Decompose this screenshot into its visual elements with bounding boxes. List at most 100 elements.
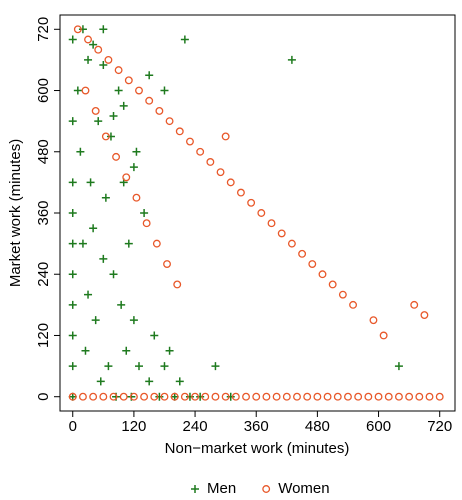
point [303, 392, 312, 401]
point [344, 392, 352, 401]
point [84, 35, 92, 44]
y-tick-label: 600 [35, 78, 52, 103]
point [122, 173, 131, 182]
x-tick-label: 720 [427, 418, 452, 435]
point [211, 362, 220, 371]
point [420, 311, 429, 320]
point [142, 219, 151, 228]
point [323, 392, 332, 401]
point [287, 55, 296, 64]
point [170, 392, 179, 401]
point [231, 392, 240, 401]
y-tick-label: 0 [35, 393, 52, 401]
point [252, 392, 261, 401]
point [394, 392, 403, 401]
y-tick-label: 120 [35, 323, 52, 348]
point [68, 117, 77, 126]
point [89, 224, 98, 233]
y-tick-label: 720 [35, 17, 52, 42]
point [262, 392, 271, 401]
point [89, 40, 98, 49]
point [96, 377, 105, 386]
point [117, 300, 126, 309]
point [185, 392, 194, 401]
point [78, 25, 87, 34]
point [226, 178, 235, 187]
point [68, 178, 77, 187]
point [91, 106, 100, 115]
point [68, 35, 77, 44]
x-tick-label: 120 [121, 418, 146, 435]
x-tick-label: 0 [69, 418, 77, 435]
point [81, 86, 90, 95]
point [180, 35, 189, 44]
legend-label: Women [278, 480, 329, 497]
point [257, 209, 266, 217]
point [140, 209, 149, 217]
point [94, 45, 103, 54]
point [267, 219, 276, 228]
point [104, 362, 113, 371]
legend-marker [262, 485, 271, 493]
point [129, 392, 138, 401]
point [206, 158, 215, 166]
point [191, 392, 200, 401]
point [94, 117, 103, 126]
point [119, 101, 128, 110]
point [333, 392, 342, 401]
point [129, 316, 138, 325]
point [99, 25, 108, 34]
point [89, 392, 98, 401]
point [338, 290, 347, 299]
series [68, 25, 444, 401]
point [221, 392, 230, 401]
point [374, 392, 383, 401]
point [101, 193, 110, 202]
point [379, 331, 388, 340]
point [99, 254, 108, 263]
point [104, 55, 113, 64]
point [165, 117, 174, 126]
point [119, 392, 128, 401]
point [145, 377, 154, 386]
point [86, 178, 95, 187]
y-axis-title: Market work (minutes) [7, 139, 24, 287]
point [160, 392, 169, 401]
point [211, 392, 220, 401]
point [196, 392, 205, 401]
point [328, 280, 337, 289]
point [114, 86, 123, 95]
point [101, 132, 110, 141]
point [91, 316, 100, 325]
legend-marker [191, 485, 199, 493]
point [242, 392, 250, 401]
legend-label: Men [207, 480, 236, 497]
point [216, 168, 225, 177]
point [293, 392, 301, 401]
point [163, 260, 171, 268]
point [112, 152, 121, 161]
point [272, 392, 281, 401]
point [318, 270, 327, 279]
point [282, 392, 291, 401]
point [160, 362, 169, 371]
point [68, 300, 77, 309]
point [415, 392, 424, 401]
point [150, 392, 159, 401]
point [160, 86, 169, 95]
point [298, 249, 307, 258]
point [109, 112, 118, 121]
point [140, 392, 149, 401]
point [68, 362, 77, 371]
point [68, 270, 77, 279]
point [175, 127, 184, 136]
point [99, 392, 108, 401]
point [109, 270, 118, 279]
point [247, 198, 256, 207]
point [394, 362, 403, 371]
point [196, 147, 205, 156]
point [81, 346, 90, 355]
point [287, 239, 296, 248]
point [84, 290, 93, 299]
point [354, 392, 363, 401]
